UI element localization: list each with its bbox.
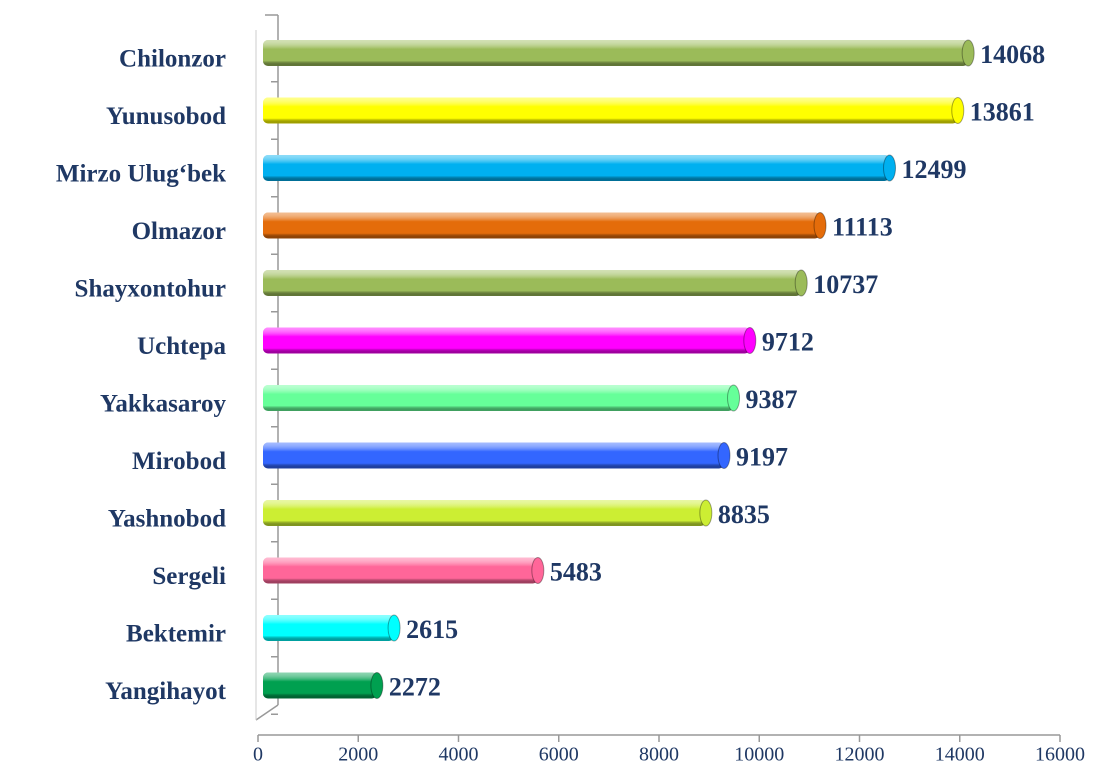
bar-cap: [699, 499, 713, 527]
bar-cap: [813, 212, 827, 239]
y-tick-label: Yakkasaroy: [100, 391, 226, 418]
bar-cap: [794, 269, 808, 297]
bar: [263, 557, 538, 584]
bar-cap: [951, 97, 965, 124]
bar: [263, 385, 734, 411]
y-tick-label: Sergeli: [152, 563, 226, 590]
value-label: 9387: [746, 385, 798, 414]
x-tick-label: 0: [253, 744, 263, 766]
value-label: 14068: [980, 40, 1045, 69]
value-label: 10737: [813, 270, 878, 299]
bar-cap: [387, 614, 401, 642]
value-label: 8835: [718, 500, 770, 529]
value-label: 12499: [902, 155, 967, 184]
value-label: 9197: [736, 442, 788, 471]
x-tick-label: 4000: [439, 744, 479, 766]
x-tick-label: 2000: [338, 744, 378, 766]
bar: [263, 672, 377, 699]
bar: [263, 442, 724, 469]
x-tick-label: 6000: [539, 744, 579, 766]
y-tick-label: Bektemir: [126, 621, 226, 648]
y-tick-label: Yunusobod: [106, 103, 226, 130]
y-tick-label: Yashnobod: [108, 506, 226, 533]
x-tick-label: 14000: [935, 744, 985, 766]
bar-cap: [370, 672, 384, 699]
x-tick-label: 16000: [1035, 744, 1085, 766]
bar-cap: [727, 384, 741, 412]
value-label: 5483: [550, 557, 602, 586]
bar: [263, 97, 958, 124]
wall-line: [255, 704, 279, 721]
value-label: 11113: [832, 212, 893, 241]
bar: [263, 327, 750, 354]
bar: [263, 212, 821, 239]
y-tick-label: Olmazor: [132, 218, 226, 245]
bar: [263, 270, 802, 296]
bar: [263, 40, 969, 66]
bar-cap: [717, 442, 731, 469]
y-tick-label: Mirzo Ulug‘bek: [56, 161, 226, 188]
value-label: 9712: [762, 327, 814, 356]
bar-cap: [883, 154, 897, 182]
bar: [263, 500, 706, 526]
value-label: 2615: [406, 615, 458, 644]
y-tick-label: Chilonzor: [119, 46, 226, 73]
x-tick-label: 12000: [835, 744, 885, 766]
bar: [263, 155, 890, 181]
bar-cap: [961, 39, 975, 67]
bar-cap: [743, 327, 757, 354]
y-tick-label: Shayxontohur: [75, 276, 226, 303]
value-label: 13861: [970, 97, 1035, 126]
y-tick-label: Yangihayot: [105, 678, 227, 705]
bar-cap: [531, 557, 545, 584]
y-tick-label: Uchtepa: [137, 333, 226, 360]
x-tick-label: 8000: [639, 744, 679, 766]
x-tick-label: 10000: [734, 744, 784, 766]
y-tick-label: Mirobod: [132, 448, 226, 475]
bar: [263, 615, 395, 641]
value-label: 2272: [389, 672, 441, 701]
